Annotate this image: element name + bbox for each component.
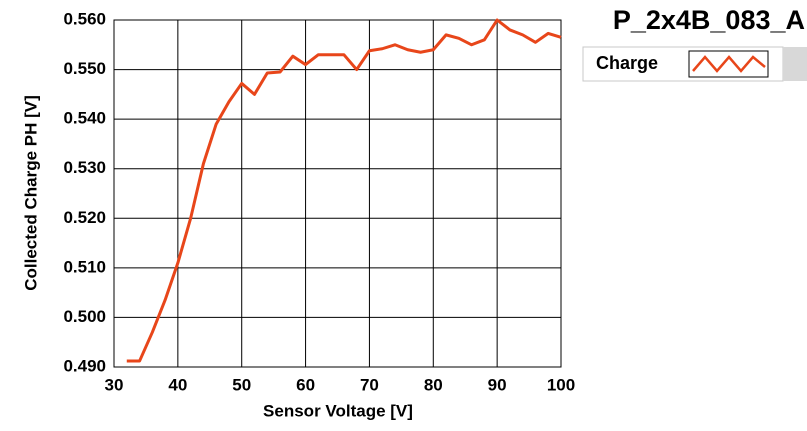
- y-tick-label: 0.510: [63, 257, 106, 276]
- y-tick-label: 0.540: [63, 109, 106, 128]
- y-axis-title: Collected Charge PH [V]: [21, 95, 40, 291]
- y-tick-label: 0.560: [63, 9, 106, 28]
- y-tick-label: 0.490: [63, 356, 106, 375]
- chart-title: P_2x4B_083_A: [613, 5, 805, 35]
- x-tick-label: 100: [547, 375, 575, 394]
- y-tick-label: 0.530: [63, 158, 106, 177]
- x-axis-title: Sensor Voltage [V]: [263, 401, 413, 420]
- legend-swatch: [688, 50, 769, 78]
- x-tick-label: 70: [360, 375, 379, 394]
- data-line: [126, 18, 562, 363]
- x-tick-label: 60: [296, 375, 315, 394]
- legend-scroll: [783, 47, 807, 81]
- x-tick-label: 80: [424, 375, 443, 394]
- plot-area: [113, 19, 562, 368]
- y-tick-label: 0.550: [63, 59, 106, 78]
- x-tick-label: 50: [232, 375, 251, 394]
- x-tick-label: 90: [488, 375, 507, 394]
- x-tick-label: 40: [168, 375, 187, 394]
- x-tick-label: 30: [105, 375, 124, 394]
- legend-label: Charge: [596, 53, 658, 73]
- y-tick-label: 0.500: [63, 307, 106, 326]
- legend-icon: [692, 55, 766, 73]
- y-tick-label: 0.520: [63, 208, 106, 227]
